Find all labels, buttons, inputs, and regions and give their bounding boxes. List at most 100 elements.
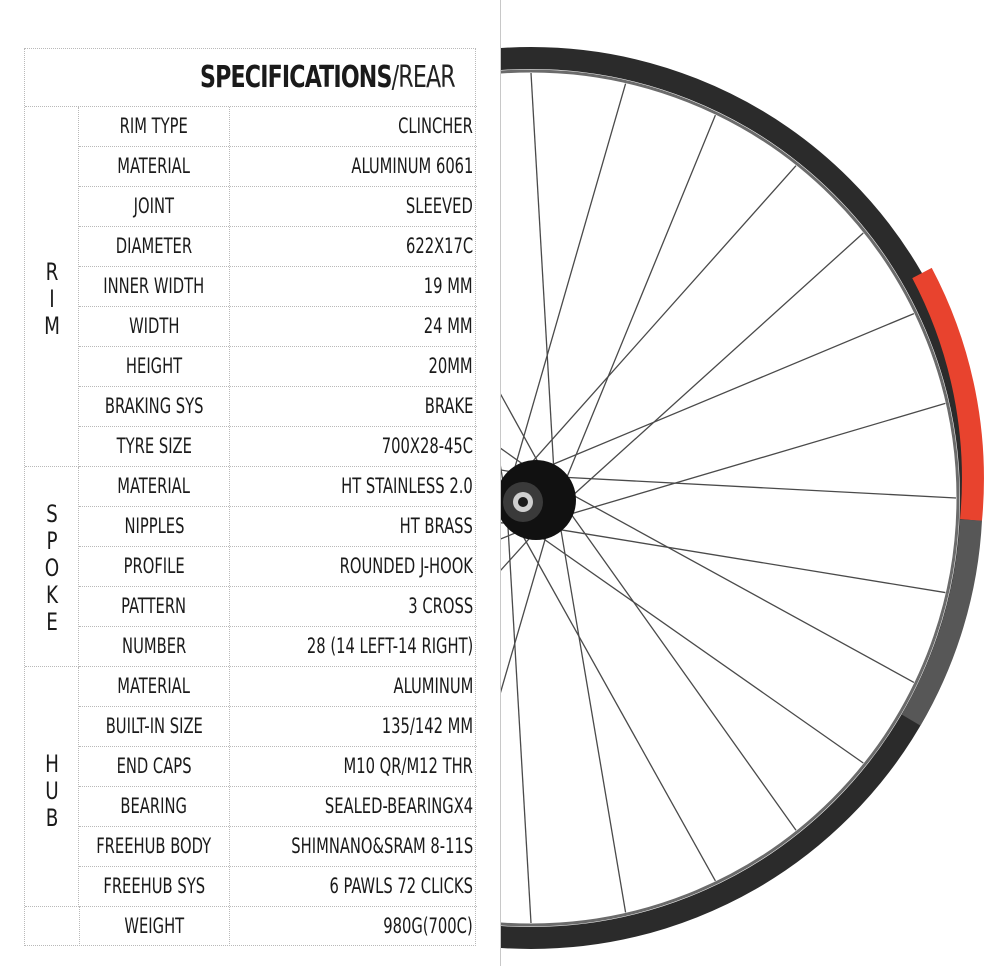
spec-row: HEIGHT 20MM xyxy=(79,347,477,387)
spec-title-main: SPECIFICATIONS xyxy=(200,60,392,95)
spec-name: END CAPS xyxy=(79,747,230,786)
spec-row: JOINT SLEEVED xyxy=(79,187,477,227)
spec-row: WIDTH 24 MM xyxy=(79,307,477,347)
spoke xyxy=(517,526,716,882)
spokes xyxy=(501,72,957,924)
group-rim: R I M xyxy=(25,107,79,467)
spec-title-sub: /REAR xyxy=(391,60,456,95)
group-label-spoke: S P O K E xyxy=(44,500,60,636)
spec-row: NUMBER 28 (14 LEFT-14 RIGHT) xyxy=(79,627,477,667)
spec-row-weight: WEIGHT 980G(700C) xyxy=(25,907,477,947)
spec-name: HEIGHT xyxy=(79,347,230,386)
spoke xyxy=(537,312,915,472)
spoke xyxy=(543,526,946,594)
spec-row: BRAKING SYS BRAKE xyxy=(79,387,477,427)
spoke xyxy=(560,499,797,831)
spec-name: NIPPLES xyxy=(79,507,230,546)
rear-wheel-image xyxy=(501,47,984,949)
spec-row: MATERIAL ALUMINUM 6061 xyxy=(79,147,477,187)
spoke xyxy=(549,475,957,499)
spoke xyxy=(559,232,864,508)
spec-value: CLINCHER xyxy=(398,114,473,138)
spec-table: SPECIFICATIONS/REAR R I M RIM TYPE CLINCH… xyxy=(24,48,477,947)
spoke xyxy=(559,114,717,494)
spec-name: JOINT xyxy=(79,187,230,226)
group-spoke: S P O K E xyxy=(25,467,79,667)
spec-value: 6 PAWLS 72 CLICKS xyxy=(329,874,473,898)
group-label-hub: H U B xyxy=(45,750,59,832)
spoke xyxy=(523,165,797,472)
panel-divider xyxy=(500,0,501,966)
spec-value: 24 MM xyxy=(424,314,473,338)
spec-row: MATERIAL ALUMINUM xyxy=(79,667,477,707)
spec-row: FREEHUB BODY SHIMNANO&SRAM 8-11S xyxy=(79,827,477,867)
spoke xyxy=(501,393,545,474)
rim-decal xyxy=(912,267,984,522)
spoke xyxy=(501,465,505,488)
spec-value: SEALED-BEARINGX4 xyxy=(324,794,473,818)
spec-value: BRAKE xyxy=(424,394,473,418)
spec-name: BUILT-IN SIZE xyxy=(79,707,230,746)
group-label-rim: R I M xyxy=(44,258,60,340)
spec-value: 3 CROSS xyxy=(408,594,473,618)
spec-name: PATTERN xyxy=(79,587,230,626)
spec-value: M10 QR/M12 THR xyxy=(343,754,473,778)
spec-name: WIDTH xyxy=(79,307,230,346)
spec-title: SPECIFICATIONS/REAR xyxy=(25,49,477,107)
spec-value: ALUMINUM xyxy=(393,674,473,698)
spec-value: 19 MM xyxy=(424,274,473,298)
spec-value: HT BRASS xyxy=(399,514,473,538)
spec-row: END CAPS M10 QR/M12 THR xyxy=(79,747,477,787)
spec-value: 20MM xyxy=(428,354,473,378)
spec-value: 622X17C xyxy=(405,234,473,258)
spoke xyxy=(511,83,627,477)
spec-row: INNER WIDTH 19 MM xyxy=(79,267,477,307)
spec-name: WEIGHT xyxy=(79,907,230,946)
spec-value: 980G(700C) xyxy=(383,914,473,938)
spoke xyxy=(501,506,503,511)
spec-value: SLEEVED xyxy=(406,194,473,218)
spec-value: 135/142 MM xyxy=(381,714,473,738)
spec-name: MATERIAL xyxy=(79,667,230,706)
spec-row: PROFILE ROUNDED J-HOOK xyxy=(79,547,477,587)
spec-name: INNER WIDTH xyxy=(79,267,230,306)
spec-row: TYRE SIZE 700X28-45C xyxy=(79,427,477,467)
spec-name: MATERIAL xyxy=(79,147,230,186)
spec-row: BEARING SEALED-BEARINGX4 xyxy=(79,787,477,827)
spoke xyxy=(501,469,519,474)
spoke xyxy=(530,529,864,764)
spec-panel: SPECIFICATIONS/REAR R I M RIM TYPE CLINCH… xyxy=(24,48,477,947)
spec-value: 700X28-45C xyxy=(381,434,473,458)
spec-name: NUMBER xyxy=(79,627,230,666)
spec-name: BEARING xyxy=(79,787,230,826)
rim-decal-grey xyxy=(901,519,982,726)
spec-value: HT STAINLESS 2.0 xyxy=(341,474,473,498)
spoke xyxy=(554,402,946,520)
spoke xyxy=(501,523,551,694)
spoke xyxy=(501,447,532,471)
spoke xyxy=(530,72,556,482)
spoke xyxy=(506,518,532,924)
group-hub: H U B xyxy=(25,667,79,907)
spec-name: DIAMETER xyxy=(79,227,230,266)
spec-name: MATERIAL xyxy=(79,467,230,506)
spoke xyxy=(557,486,915,683)
spec-row: RIM TYPE CLINCHER xyxy=(79,107,477,147)
spoke xyxy=(501,492,503,495)
spec-name: TYRE SIZE xyxy=(79,427,230,466)
spec-value: ROUNDED J-HOOK xyxy=(339,554,473,578)
spec-name: FREEHUB BODY xyxy=(79,827,230,866)
spec-value: ALUMINUM 6061 xyxy=(350,154,473,178)
spoke xyxy=(557,512,627,913)
spec-name: PROFILE xyxy=(79,547,230,586)
rim-inner-edge xyxy=(501,69,960,927)
spec-row: DIAMETER 622X17C xyxy=(79,227,477,267)
spec-row: NIPPLES HT BRASS xyxy=(79,507,477,547)
spec-row: PATTERN 3 CROSS xyxy=(79,587,477,627)
spoke xyxy=(501,528,539,571)
spec-row: BUILT-IN SIZE 135/142 MM xyxy=(79,707,477,747)
spec-value: SHIMNANO&SRAM 8-11S xyxy=(291,834,473,858)
spec-name: BRAKING SYS xyxy=(79,387,230,426)
spec-row: FREEHUB SYS 6 PAWLS 72 CLICKS xyxy=(79,867,477,907)
spec-name: RIM TYPE xyxy=(79,107,230,146)
